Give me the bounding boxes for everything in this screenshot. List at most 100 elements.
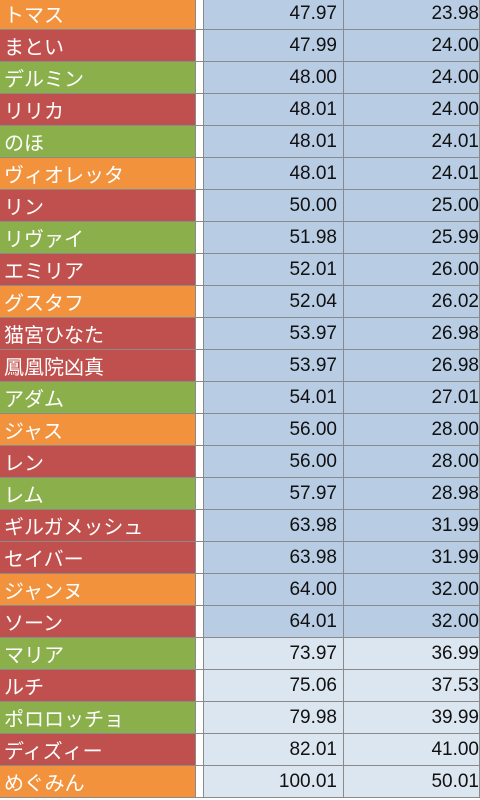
value-cell[interactable]: 53.97: [204, 318, 344, 350]
half-value-cell[interactable]: 23.98: [344, 0, 480, 30]
half-value-cell[interactable]: 24.00: [344, 30, 480, 62]
character-name-cell[interactable]: トマス: [0, 0, 196, 30]
character-name-cell[interactable]: まとい: [0, 30, 196, 62]
character-name-cell[interactable]: ソーン: [0, 606, 196, 638]
half-value-cell[interactable]: 50.01: [344, 766, 480, 798]
character-name-cell[interactable]: ギルガメッシュ: [0, 510, 196, 542]
character-name-cell[interactable]: ポロロッチョ: [0, 702, 196, 734]
character-name-cell[interactable]: のほ: [0, 126, 196, 158]
character-name-cell[interactable]: ジャンヌ: [0, 574, 196, 606]
half-value-cell[interactable]: 31.99: [344, 542, 480, 574]
empty-cell[interactable]: [196, 670, 204, 702]
empty-cell[interactable]: [196, 574, 204, 606]
value-cell[interactable]: 79.98: [204, 702, 344, 734]
value-cell[interactable]: 75.06: [204, 670, 344, 702]
half-value-cell[interactable]: 26.98: [344, 350, 480, 382]
empty-cell[interactable]: [196, 510, 204, 542]
half-value-cell[interactable]: 27.01: [344, 382, 480, 414]
character-name-cell[interactable]: 鳳凰院凶真: [0, 350, 196, 382]
value-cell[interactable]: 57.97: [204, 478, 344, 510]
half-value-cell[interactable]: 24.01: [344, 158, 480, 190]
empty-cell[interactable]: [196, 702, 204, 734]
empty-cell[interactable]: [196, 222, 204, 254]
empty-cell[interactable]: [196, 606, 204, 638]
empty-cell[interactable]: [196, 30, 204, 62]
empty-cell[interactable]: [196, 766, 204, 798]
value-cell[interactable]: 52.01: [204, 254, 344, 286]
character-name-cell[interactable]: レン: [0, 446, 196, 478]
value-cell[interactable]: 63.98: [204, 510, 344, 542]
value-cell[interactable]: 63.98: [204, 542, 344, 574]
value-cell[interactable]: 48.00: [204, 62, 344, 94]
value-cell[interactable]: 47.97: [204, 0, 344, 30]
value-cell[interactable]: 82.01: [204, 734, 344, 766]
half-value-cell[interactable]: 28.00: [344, 446, 480, 478]
empty-cell[interactable]: [196, 158, 204, 190]
value-cell[interactable]: 100.01: [204, 766, 344, 798]
value-cell[interactable]: 52.04: [204, 286, 344, 318]
character-name-cell[interactable]: マリア: [0, 638, 196, 670]
character-name-cell[interactable]: レム: [0, 478, 196, 510]
empty-cell[interactable]: [196, 0, 204, 30]
value-cell[interactable]: 50.00: [204, 190, 344, 222]
empty-cell[interactable]: [196, 734, 204, 766]
character-name-cell[interactable]: ジャス: [0, 414, 196, 446]
value-cell[interactable]: 53.97: [204, 350, 344, 382]
half-value-cell[interactable]: 32.00: [344, 574, 480, 606]
value-cell[interactable]: 47.99: [204, 30, 344, 62]
empty-cell[interactable]: [196, 254, 204, 286]
empty-cell[interactable]: [196, 542, 204, 574]
value-cell[interactable]: 64.01: [204, 606, 344, 638]
empty-cell[interactable]: [196, 94, 204, 126]
value-cell[interactable]: 48.01: [204, 126, 344, 158]
half-value-cell[interactable]: 39.99: [344, 702, 480, 734]
empty-cell[interactable]: [196, 350, 204, 382]
half-value-cell[interactable]: 32.00: [344, 606, 480, 638]
value-cell[interactable]: 48.01: [204, 158, 344, 190]
empty-cell[interactable]: [196, 126, 204, 158]
character-name-cell[interactable]: セイバー: [0, 542, 196, 574]
value-cell[interactable]: 54.01: [204, 382, 344, 414]
half-value-cell[interactable]: 24.01: [344, 126, 480, 158]
half-value-cell[interactable]: 25.00: [344, 190, 480, 222]
half-value-cell[interactable]: 25.99: [344, 222, 480, 254]
character-name-cell[interactable]: リリカ: [0, 94, 196, 126]
half-value-cell[interactable]: 31.99: [344, 510, 480, 542]
empty-cell[interactable]: [196, 446, 204, 478]
empty-cell[interactable]: [196, 62, 204, 94]
value-cell[interactable]: 48.01: [204, 94, 344, 126]
character-name-cell[interactable]: エミリア: [0, 254, 196, 286]
character-name-cell[interactable]: めぐみん: [0, 766, 196, 798]
empty-cell[interactable]: [196, 478, 204, 510]
character-name-cell[interactable]: リヴァイ: [0, 222, 196, 254]
empty-cell[interactable]: [196, 190, 204, 222]
character-name-cell[interactable]: ヴィオレッタ: [0, 158, 196, 190]
half-value-cell[interactable]: 36.99: [344, 638, 480, 670]
character-name-cell[interactable]: ルチ: [0, 670, 196, 702]
half-value-cell[interactable]: 41.00: [344, 734, 480, 766]
value-cell[interactable]: 51.98: [204, 222, 344, 254]
character-name-cell[interactable]: グスタフ: [0, 286, 196, 318]
half-value-cell[interactable]: 26.02: [344, 286, 480, 318]
half-value-cell[interactable]: 26.00: [344, 254, 480, 286]
character-name-cell[interactable]: アダム: [0, 382, 196, 414]
value-cell[interactable]: 56.00: [204, 414, 344, 446]
half-value-cell[interactable]: 28.98: [344, 478, 480, 510]
empty-cell[interactable]: [196, 286, 204, 318]
empty-cell[interactable]: [196, 638, 204, 670]
empty-cell[interactable]: [196, 318, 204, 350]
value-cell[interactable]: 73.97: [204, 638, 344, 670]
character-name-cell[interactable]: リン: [0, 190, 196, 222]
half-value-cell[interactable]: 28.00: [344, 414, 480, 446]
half-value-cell[interactable]: 24.00: [344, 94, 480, 126]
half-value-cell[interactable]: 37.53: [344, 670, 480, 702]
character-name-cell[interactable]: 猫宮ひなた: [0, 318, 196, 350]
character-name-cell[interactable]: ディズィー: [0, 734, 196, 766]
character-name-cell[interactable]: デルミン: [0, 62, 196, 94]
half-value-cell[interactable]: 24.00: [344, 62, 480, 94]
empty-cell[interactable]: [196, 414, 204, 446]
half-value-cell[interactable]: 26.98: [344, 318, 480, 350]
value-cell[interactable]: 64.00: [204, 574, 344, 606]
empty-cell[interactable]: [196, 382, 204, 414]
value-cell[interactable]: 56.00: [204, 446, 344, 478]
